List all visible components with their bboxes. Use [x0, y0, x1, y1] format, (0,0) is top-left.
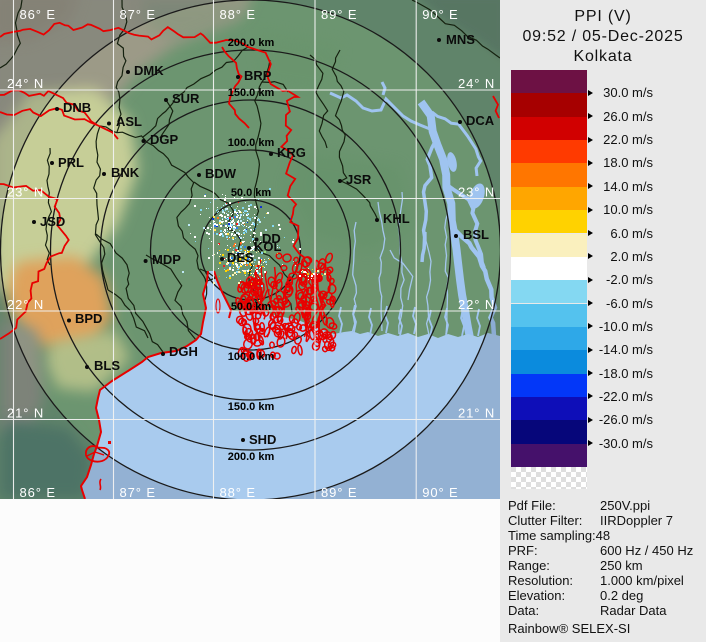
- svg-text:BNK: BNK: [111, 165, 140, 180]
- svg-text:SUR: SUR: [172, 91, 200, 106]
- svg-text:DD: DD: [262, 231, 281, 246]
- svg-text:MDP: MDP: [152, 252, 181, 267]
- svg-text:BLS: BLS: [94, 358, 120, 373]
- svg-text:87° E: 87° E: [120, 485, 156, 499]
- svg-text:90° E: 90° E: [422, 485, 458, 499]
- svg-text:KHL: KHL: [383, 211, 410, 226]
- svg-text:150.0 km: 150.0 km: [228, 401, 275, 413]
- svg-text:100.0 km: 100.0 km: [228, 137, 275, 149]
- svg-text:DCA: DCA: [466, 113, 495, 128]
- svg-text:89° E: 89° E: [321, 7, 357, 22]
- svg-text:PRL: PRL: [58, 155, 84, 170]
- svg-text:ASL: ASL: [116, 114, 142, 129]
- svg-text:50.0 km: 50.0 km: [231, 187, 272, 199]
- svg-text:23° N: 23° N: [458, 185, 495, 200]
- svg-text:KOL: KOL: [254, 239, 282, 254]
- svg-text:DGH: DGH: [169, 344, 198, 359]
- svg-text:JSD: JSD: [40, 214, 65, 229]
- svg-text:21° N: 21° N: [458, 406, 495, 421]
- svg-text:22° N: 22° N: [7, 297, 44, 312]
- svg-text:BSL: BSL: [463, 227, 489, 242]
- svg-text:DMK: DMK: [134, 63, 164, 78]
- svg-text:88° E: 88° E: [220, 485, 256, 499]
- svg-text:86° E: 86° E: [20, 7, 56, 22]
- svg-text:KRG: KRG: [277, 145, 306, 160]
- svg-text:87° E: 87° E: [120, 7, 156, 22]
- svg-text:100.0 km: 100.0 km: [228, 351, 275, 363]
- svg-text:DES: DES: [227, 250, 254, 265]
- svg-text:BRP: BRP: [244, 68, 272, 83]
- svg-text:BDW: BDW: [205, 166, 237, 181]
- svg-text:23° N: 23° N: [7, 185, 44, 200]
- svg-text:DGP: DGP: [150, 132, 179, 147]
- svg-text:SHD: SHD: [249, 432, 276, 447]
- svg-text:200.0 km: 200.0 km: [228, 451, 275, 463]
- svg-text:24° N: 24° N: [458, 76, 495, 91]
- svg-text:90° E: 90° E: [422, 7, 458, 22]
- svg-text:JSR: JSR: [346, 172, 372, 187]
- svg-text:24° N: 24° N: [7, 76, 44, 91]
- svg-text:DNB: DNB: [63, 100, 91, 115]
- svg-text:200.0 km: 200.0 km: [228, 37, 275, 49]
- svg-text:MNS: MNS: [446, 32, 475, 47]
- svg-text:89° E: 89° E: [321, 485, 357, 499]
- svg-text:150.0 km: 150.0 km: [228, 87, 275, 99]
- svg-text:86° E: 86° E: [20, 485, 56, 499]
- svg-text:BPD: BPD: [75, 311, 102, 326]
- svg-text:88° E: 88° E: [220, 7, 256, 22]
- svg-text:21° N: 21° N: [7, 406, 44, 421]
- svg-text:22° N: 22° N: [458, 297, 495, 312]
- svg-text:50.0 km: 50.0 km: [231, 301, 272, 313]
